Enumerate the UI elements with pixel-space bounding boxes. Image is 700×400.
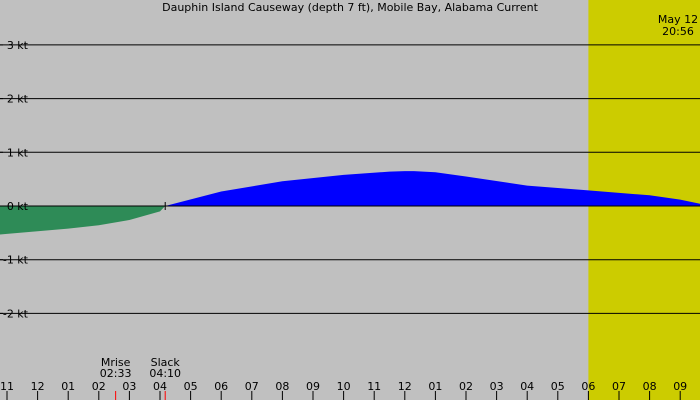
x-tick-label: 07 [245,380,259,393]
x-axis: 11 12 01 02 03 04 05 06 07 08 09 10 11 12 01 02 03 04 05 06… [0,380,687,400]
y-tick-labels: 3 kt 2 kt 1 kt 0 kt -1 kt -2 kt [0,39,29,320]
slack-markers [161,202,170,210]
x-tick-label: 06 [214,380,228,393]
chart-title: Dauphin Island Causeway (depth 7 ft), Mo… [162,1,538,14]
date-label: May 12 [658,13,698,26]
event-time: 02:33 [100,367,132,380]
x-tick-label: 08 [643,380,657,393]
x-tick-label: 01 [428,380,442,393]
x-tick-label: 12 [398,380,412,393]
x-tick-label: 05 [551,380,565,393]
grid-lines [0,44,700,314]
x-tick-label: 10 [337,380,351,393]
event-time: 04:10 [149,367,181,380]
y-tick-label: 0 kt [7,200,29,213]
x-tick-label: 03 [122,380,136,393]
x-tick-label: 02 [92,380,106,393]
x-tick-label: 12 [31,380,45,393]
y-tick-label: 3 kt [7,39,29,52]
y-tick-label: 2 kt [7,93,29,106]
x-tick-label: 11 [0,380,14,393]
flood-area [0,171,700,206]
ebb-area [0,206,700,235]
y-tick-label: -1 kt [3,254,29,267]
y-tick-label: 1 kt [7,146,29,159]
event-name: Mrise [101,356,131,369]
x-tick-label: 09 [673,380,687,393]
event-name: Slack [151,356,181,369]
x-tick-label: 01 [61,380,75,393]
x-tick-label: 05 [184,380,198,393]
x-tick-label: 07 [612,380,626,393]
x-tick-label: 03 [490,380,504,393]
x-tick-label: 02 [459,380,473,393]
x-tick-label: 08 [275,380,289,393]
x-tick-label: 11 [367,380,381,393]
x-tick-label: 04 [153,380,167,393]
y-tick-label: -2 kt [3,307,29,320]
x-tick-label: 04 [520,380,534,393]
time-label: 20:56 [662,25,694,38]
x-tick-label: 06 [581,380,595,393]
x-tick-label: 09 [306,380,320,393]
